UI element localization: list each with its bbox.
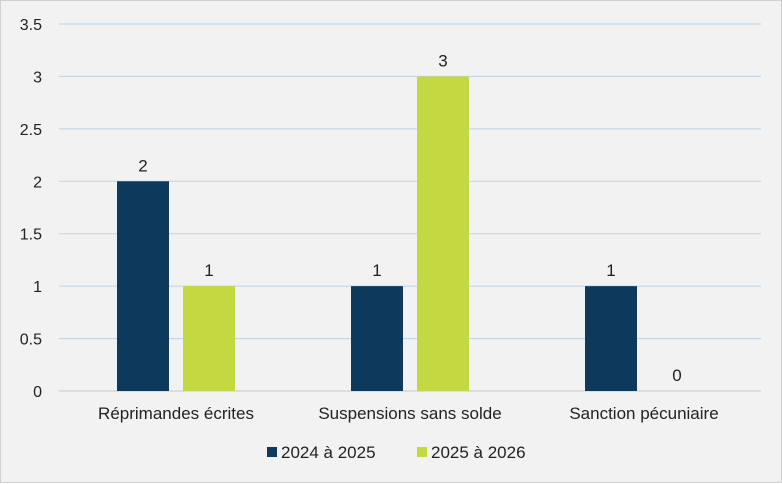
y-tick-label: 0.5 [20, 332, 42, 349]
legend: 2024 à 2025 2025 à 2026 [267, 443, 526, 462]
data-label: 1 [606, 261, 615, 280]
data-label: 1 [204, 261, 213, 280]
category-labels: Réprimandes écrites Suspensions sans sold… [98, 404, 719, 423]
y-axis-ticks: 0 0.5 1 1.5 2 2.5 3 3.5 [20, 17, 42, 401]
data-labels: 2 1 1 3 1 0 [138, 51, 681, 385]
y-tick-label: 0 [33, 384, 42, 401]
category-label: Sanction pécuniaire [569, 404, 718, 423]
category-label: Réprimandes écrites [98, 404, 254, 423]
bars [117, 76, 637, 391]
data-label: 0 [672, 366, 681, 385]
legend-swatch [267, 447, 277, 457]
data-label: 1 [372, 261, 381, 280]
bar [351, 286, 403, 391]
y-tick-label: 3.5 [20, 17, 42, 34]
category-label: Suspensions sans solde [318, 404, 501, 423]
bar [585, 286, 637, 391]
y-tick-label: 1 [33, 279, 42, 296]
y-tick-label: 2.5 [20, 122, 42, 139]
data-label: 3 [438, 51, 447, 70]
y-tick-label: 3 [33, 69, 42, 86]
data-label: 2 [138, 156, 147, 175]
legend-label: 2025 à 2026 [431, 443, 526, 462]
legend-swatch [417, 447, 427, 457]
y-tick-label: 1.5 [20, 227, 42, 244]
bar [183, 286, 235, 391]
bar [417, 76, 469, 391]
y-tick-label: 2 [33, 174, 42, 191]
gridlines [59, 23, 761, 392]
legend-label: 2024 à 2025 [281, 443, 376, 462]
bar [117, 181, 169, 391]
